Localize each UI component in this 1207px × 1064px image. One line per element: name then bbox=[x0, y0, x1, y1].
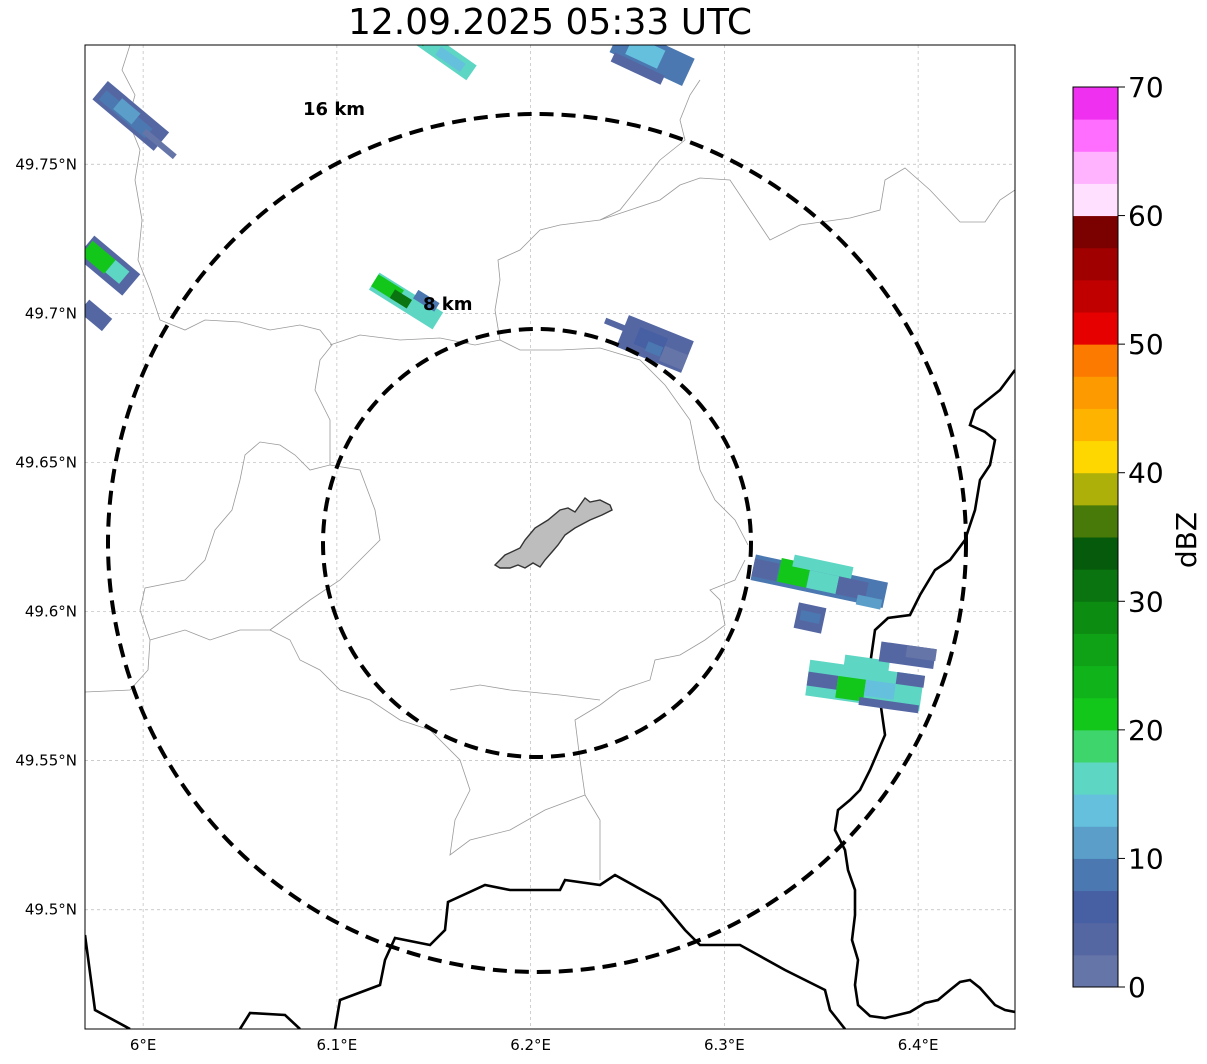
colorbar-ticks: 0 10 20 30 40 50 60 70 bbox=[1118, 71, 1164, 1004]
colorbar-swatch bbox=[1073, 504, 1118, 538]
colorbar-swatch bbox=[1073, 408, 1118, 442]
echo-cluster bbox=[376, 45, 477, 81]
range-ring-label-16km: 16 km bbox=[303, 99, 365, 120]
colorbar-swatch bbox=[1073, 890, 1118, 924]
latitude-labels: 49.75°N 49.7°N 49.65°N 49.6°N 49.55°N 49.5°N bbox=[15, 155, 77, 918]
colorbar-swatch bbox=[1073, 119, 1118, 152]
colorbar-swatch bbox=[1073, 601, 1118, 634]
echo-cluster bbox=[85, 235, 141, 296]
longitude-tick-label: 6.1°E bbox=[316, 1036, 357, 1054]
latitude-tick-label: 49.65°N bbox=[15, 453, 77, 471]
echo-cluster bbox=[92, 81, 177, 160]
colorbar-swatch bbox=[1073, 312, 1118, 345]
colorbar-swatch bbox=[1073, 665, 1118, 699]
colorbar-swatch bbox=[1073, 279, 1118, 313]
colorbar-swatch bbox=[1073, 569, 1118, 602]
colorbar-tick-label: 20 bbox=[1128, 714, 1164, 747]
echo-cluster bbox=[604, 315, 694, 373]
colorbar-tick-label: 70 bbox=[1128, 71, 1164, 104]
plot-frame bbox=[84, 44, 1016, 1030]
colorbar bbox=[1072, 86, 1119, 988]
range-ring-16km bbox=[106, 112, 968, 974]
latitude-tick-label: 49.6°N bbox=[25, 603, 77, 621]
colorbar-swatch bbox=[1073, 729, 1118, 763]
range-rings bbox=[106, 112, 968, 974]
latitude-tick-label: 49.5°N bbox=[25, 901, 77, 919]
longitude-tick-label: 6.4°E bbox=[898, 1036, 939, 1054]
colorbar-swatch bbox=[1073, 697, 1118, 731]
map-title: 12.09.2025 05:33 UTC bbox=[347, 2, 753, 43]
municipal-boundaries bbox=[85, 45, 1015, 880]
echo-cluster bbox=[368, 272, 444, 330]
colorbar-swatch bbox=[1073, 376, 1118, 409]
colorbar-swatch bbox=[1073, 472, 1118, 506]
longitude-tick-label: 6.2°E bbox=[510, 1036, 551, 1054]
colorbar-tick-label: 50 bbox=[1128, 328, 1164, 361]
colorbar-swatch bbox=[1073, 183, 1118, 217]
colorbar-swatch bbox=[1073, 537, 1118, 570]
colorbar-tick-label: 60 bbox=[1128, 200, 1164, 233]
latitude-tick-label: 49.55°N bbox=[15, 752, 77, 770]
colorbar-swatch bbox=[1073, 87, 1118, 120]
latitude-tick-label: 49.7°N bbox=[25, 304, 77, 322]
range-ring-label-8km: 8 km bbox=[423, 294, 473, 315]
colorbar-tick-label: 40 bbox=[1128, 457, 1164, 490]
range-ring-8km bbox=[321, 327, 753, 759]
colorbar-swatch bbox=[1073, 247, 1118, 281]
echo-cluster bbox=[805, 641, 937, 714]
colorbar-swatch bbox=[1073, 151, 1118, 184]
colorbar-tick-label: 10 bbox=[1128, 842, 1164, 875]
colorbar-swatch bbox=[1073, 215, 1118, 249]
echo-cluster bbox=[609, 45, 695, 86]
colorbar-swatch bbox=[1073, 633, 1118, 667]
echo-cluster bbox=[85, 299, 113, 332]
colorbar-swatch bbox=[1073, 954, 1118, 988]
city-outline bbox=[493, 496, 613, 569]
echo-cell bbox=[799, 610, 822, 624]
colorbar-tick-label: 0 bbox=[1128, 971, 1146, 1004]
colorbar-swatch bbox=[1073, 922, 1118, 956]
radar-echoes bbox=[85, 45, 937, 714]
colorbar-swatch bbox=[1073, 762, 1118, 795]
longitude-labels: 6°E 6.1°E 6.2°E 6.3°E 6.4°E bbox=[130, 1036, 939, 1054]
colorbar-swatch bbox=[1073, 858, 1118, 892]
national-borders bbox=[85, 369, 1015, 1029]
colorbar-swatch bbox=[1073, 826, 1118, 859]
colorbar-swatch bbox=[1073, 440, 1118, 474]
longitude-tick-label: 6°E bbox=[130, 1036, 157, 1054]
echo-cluster bbox=[750, 554, 888, 610]
colorbar-tick-label: 30 bbox=[1128, 585, 1164, 618]
latitude-tick-label: 49.75°N bbox=[15, 155, 77, 173]
graticule bbox=[85, 45, 1015, 1029]
colorbar-label: dBZ bbox=[1170, 512, 1203, 568]
longitude-tick-label: 6.3°E bbox=[704, 1036, 745, 1054]
colorbar-swatch bbox=[1073, 794, 1118, 827]
colorbar-swatch bbox=[1073, 344, 1118, 377]
colorbar-frame bbox=[1072, 86, 1119, 988]
